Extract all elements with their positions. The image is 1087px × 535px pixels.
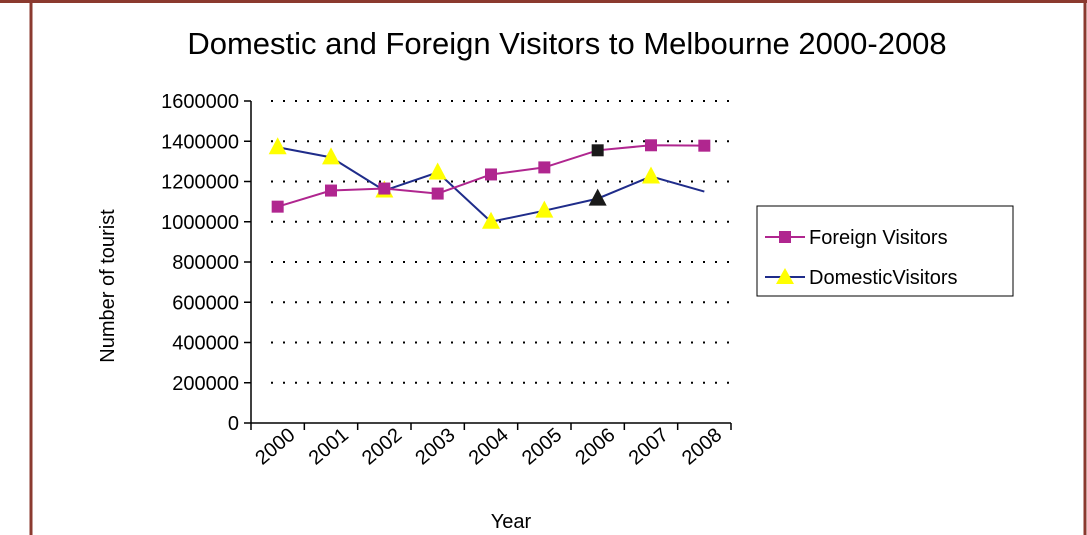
x-tick-label: 2002: [358, 424, 406, 469]
foreign-point: [271, 200, 284, 213]
y-tick-label: 1600000: [161, 91, 239, 113]
y-tick-label: 0: [228, 413, 239, 435]
y-tick-labels: 0 200000 400000 600000 800000 1000000 1200000 1…: [161, 91, 239, 435]
foreign-point: [591, 144, 604, 157]
foreign-point: [698, 139, 711, 152]
x-axis-title: Year: [491, 511, 532, 533]
y-axis-title: Number of tourist: [97, 209, 119, 363]
legend-label-domestic: DomesticVisitors: [809, 267, 958, 289]
y-tick-label: 600000: [172, 292, 239, 314]
y-tick-label: 400000: [172, 333, 239, 355]
axis-layer: [244, 100, 732, 430]
domestic-point: [535, 200, 554, 218]
series-line-domestic: [277, 146, 705, 223]
y-tick-label: 1200000: [161, 172, 239, 194]
x-tick-label: 2006: [571, 424, 619, 469]
foreign-point: [378, 182, 391, 195]
x-tick-labels: 2000 2001 2002 2003 2004 2005 2006 2007 2008: [251, 424, 726, 469]
x-tick-label: 2004: [465, 424, 513, 469]
x-tick-label: 2000: [251, 424, 299, 469]
x-tick-label: 2008: [678, 424, 726, 469]
x-tick-label: 2003: [411, 424, 459, 469]
foreign-point: [645, 139, 657, 152]
legend-label-foreign: Foreign Visitors: [809, 227, 948, 249]
foreign-point: [485, 168, 497, 181]
y-tick-label: 200000: [172, 373, 239, 395]
grid-layer: [271, 100, 731, 384]
foreign-point: [431, 187, 444, 200]
series-layer: [268, 137, 711, 229]
chart-title: Domestic and Foreign Visitors to Melbour…: [187, 26, 946, 61]
legend-marker-domestic: [776, 268, 794, 284]
domestic-point: [588, 188, 607, 206]
foreign-point: [538, 161, 551, 174]
foreign-point: [325, 184, 337, 197]
x-tick-label: 2001: [305, 424, 353, 469]
x-tick-label: 2005: [518, 424, 566, 469]
domestic-point: [268, 137, 287, 155]
y-tick-label: 800000: [172, 252, 239, 274]
domestic-point: [428, 162, 447, 180]
domestic-point: [322, 147, 340, 165]
legend-marker-foreign: [779, 231, 791, 243]
y-tick-label: 1000000: [161, 212, 239, 234]
domestic-point: [482, 211, 500, 229]
legend: Foreign Visitors DomesticVisitors: [756, 205, 1014, 297]
legend-box: [756, 205, 1014, 297]
x-tick-label: 2007: [625, 424, 673, 469]
domestic-point: [642, 166, 660, 184]
y-tick-label: 1400000: [161, 131, 239, 153]
